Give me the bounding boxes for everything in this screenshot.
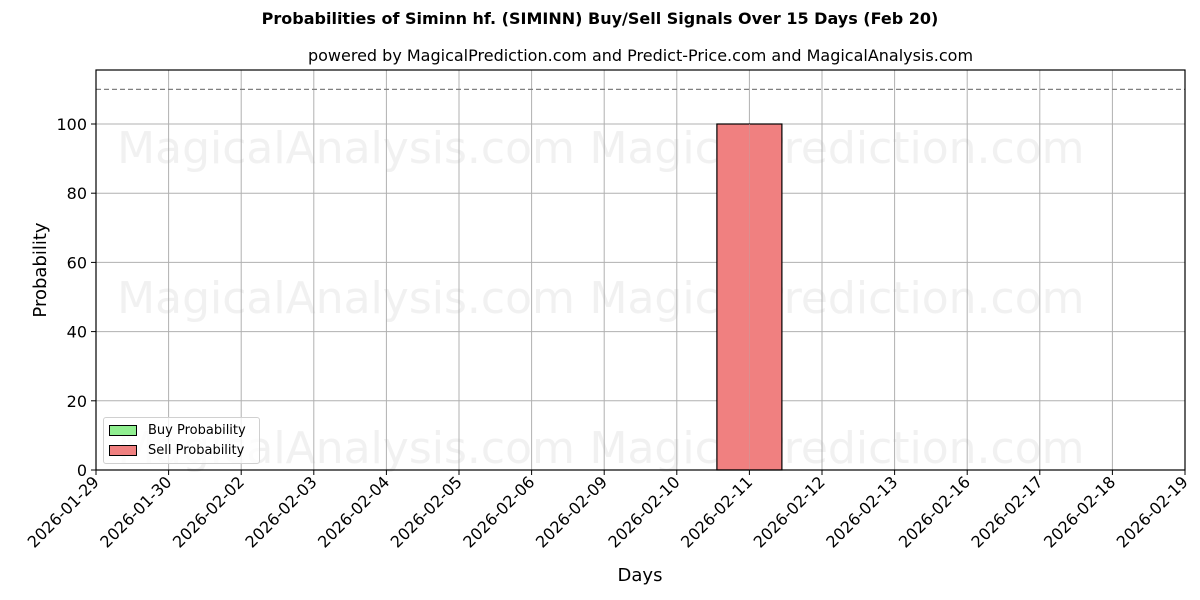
legend-buy-label: Buy Probability — [148, 423, 246, 438]
x-tick-label: 2026-02-09 — [532, 472, 611, 551]
legend-sell-label: Sell Probability — [148, 443, 245, 458]
y-tick-label: 40 — [67, 323, 87, 342]
watermark-text: MagicalPrediction.com — [590, 273, 1085, 324]
watermarks: MagicalAnalysis.com MagicalPrediction.com… — [117, 123, 1084, 474]
sell-swatch-icon — [109, 445, 137, 456]
y-tick-label: 100 — [56, 115, 87, 134]
x-tick-label: 2026-02-12 — [750, 472, 829, 551]
plot-frame — [95, 69, 1186, 471]
legend-item-sell: Sell Probability — [109, 443, 244, 458]
y-tick-label: 0 — [77, 461, 87, 480]
x-axis-label: Days — [618, 565, 663, 586]
x-tick-label: 2026-02-05 — [387, 472, 466, 551]
chart-title: Probabilities of Siminn hf. (SIMINN) Buy… — [261, 9, 939, 28]
chart-subtitle: powered by MagicalPrediction.com and Pre… — [307, 46, 974, 65]
x-tick-label: 2026-02-04 — [314, 472, 393, 551]
x-tick-label: 2026-01-30 — [96, 472, 175, 551]
y-tick-label: 60 — [67, 253, 87, 272]
x-tick-label: 2026-02-02 — [169, 472, 248, 551]
x-tick-label: 2026-02-06 — [459, 472, 538, 551]
watermark-text: MagicalAnalysis.com — [117, 123, 575, 174]
watermark-text: MagicalAnalysis.com — [117, 273, 575, 324]
x-tick-label: 2026-02-17 — [967, 472, 1046, 551]
legend: Buy Probability Sell Probability — [103, 417, 260, 464]
y-axis-label: Probability — [30, 222, 51, 317]
watermark-text: MagicalPrediction.com — [590, 123, 1085, 174]
bars — [716, 123, 783, 471]
x-tick-label: 2026-02-03 — [241, 472, 320, 551]
y-tick-label: 20 — [67, 392, 87, 411]
legend-item-buy: Buy Probability — [109, 423, 246, 438]
x-tick-label: 2026-02-19 — [1113, 472, 1192, 551]
x-tick-label: 2026-01-29 — [24, 472, 103, 551]
y-axis-ticks: 0 20 40 60 80 100 — [56, 115, 96, 480]
y-tick-label: 80 — [67, 184, 87, 203]
x-tick-label: 2026-02-18 — [1040, 472, 1119, 551]
x-tick-label: 2026-02-16 — [895, 472, 974, 551]
buy-swatch-icon — [109, 425, 137, 436]
x-tick-label: 2026-02-13 — [822, 472, 901, 551]
watermark-text: MagicalPrediction.com — [590, 423, 1085, 474]
x-axis-ticks: 2026-01-292026-01-302026-02-022026-02-03… — [24, 470, 1192, 552]
x-tick-label: 2026-02-10 — [604, 472, 683, 551]
x-tick-label: 2026-02-11 — [677, 472, 756, 551]
